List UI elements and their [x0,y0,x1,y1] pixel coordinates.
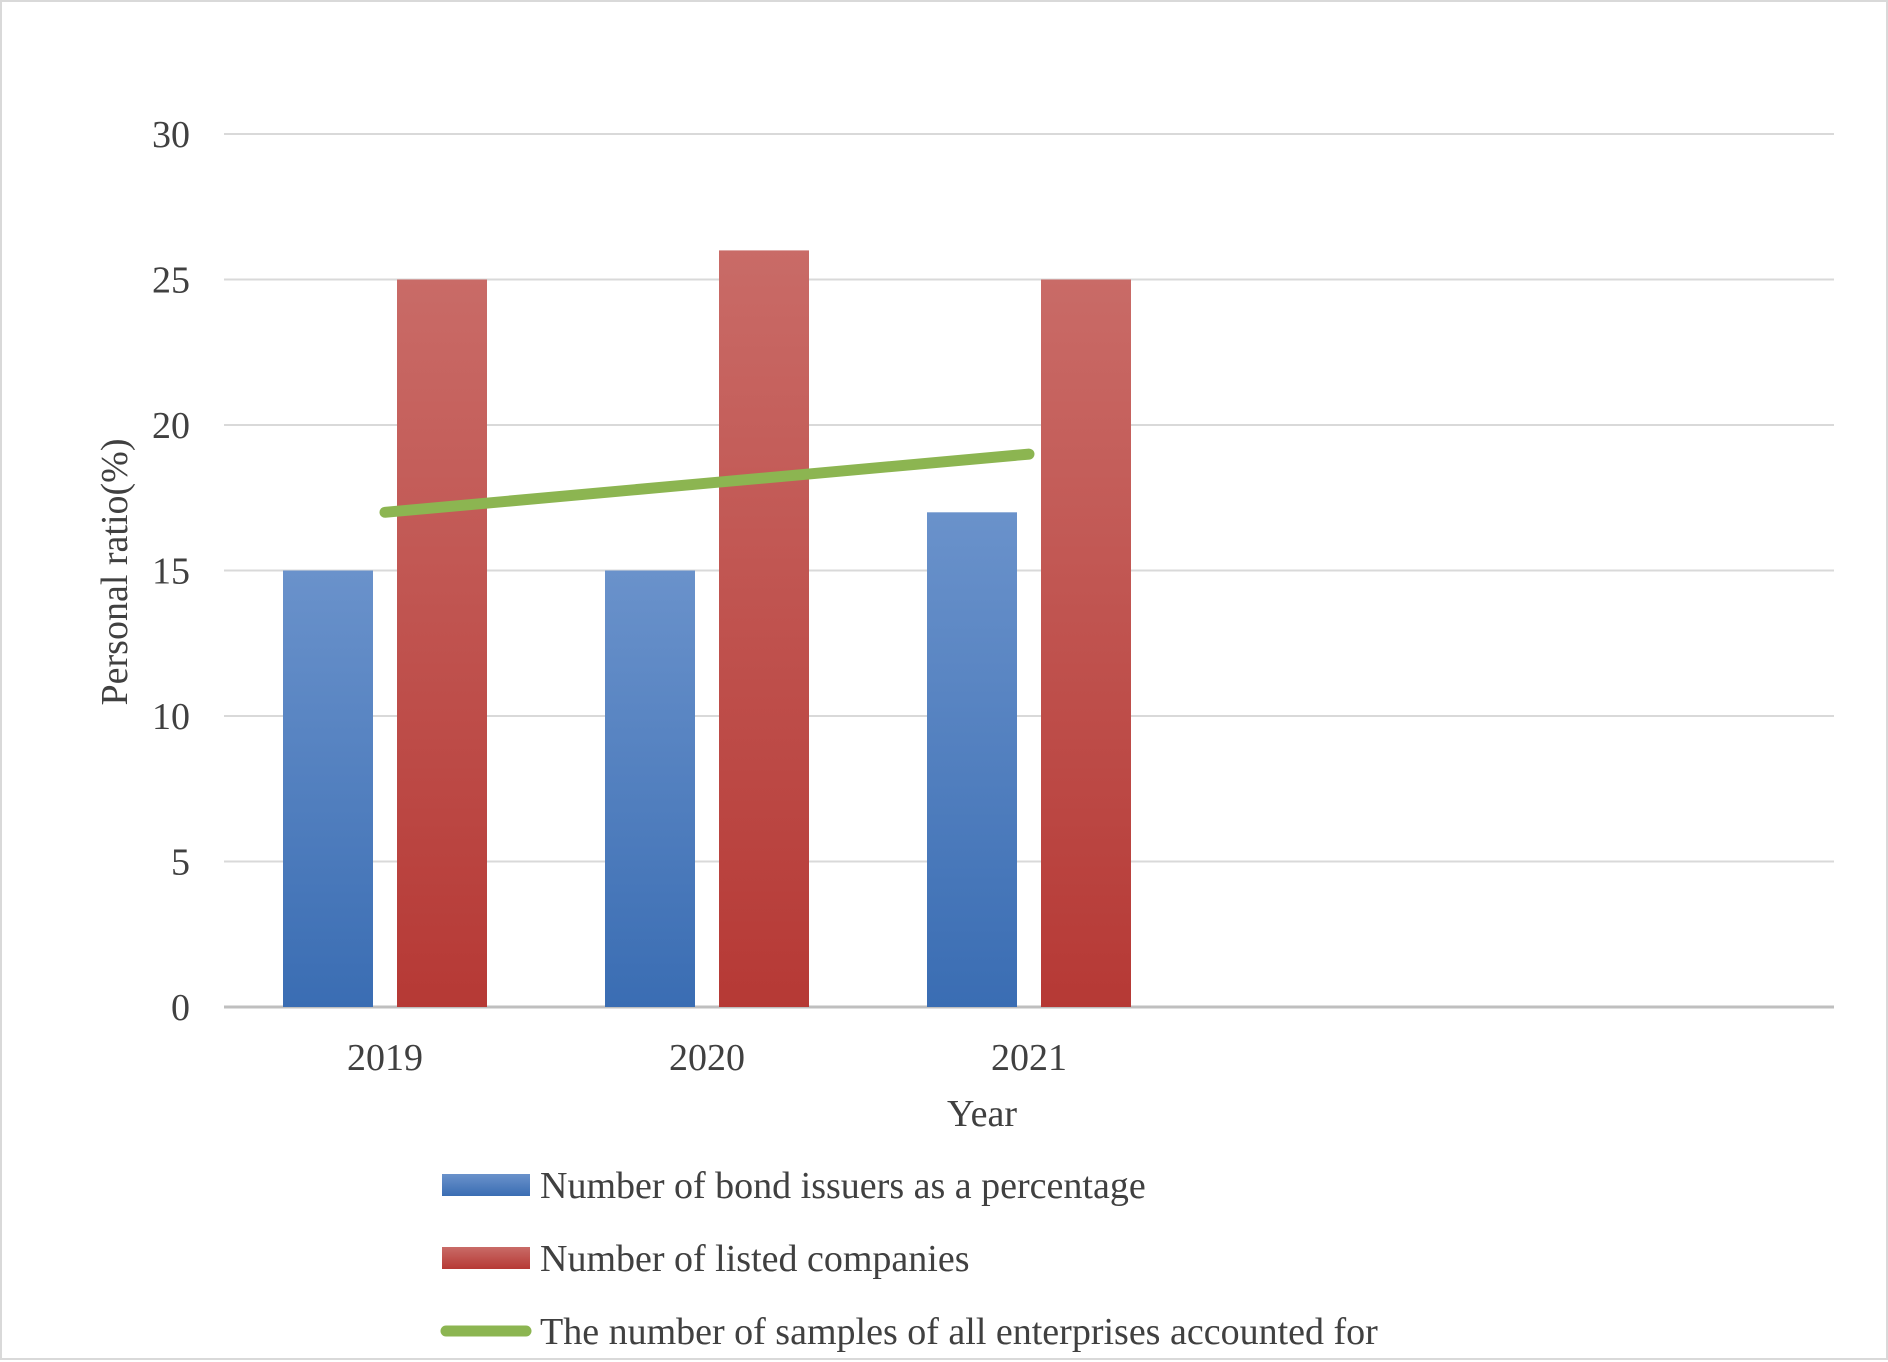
x-tick-label: 2021 [991,1037,1067,1079]
y-tick-label: 5 [171,842,190,884]
bar-bond-issuers-2019 [283,570,373,1007]
legend-item: The number of samples of all enterprises… [440,1311,1378,1353]
bar-listed-companies-2019 [397,279,487,1007]
x-axis-ticks: 2019 2020 2021 [347,1037,1067,1079]
y-tick-label: 10 [152,696,190,738]
legend-label: Number of bond issuers as a percentage [540,1165,1146,1207]
x-tick-label: 2020 [669,1037,745,1079]
bar-bond-issuers-2021 [927,512,1017,1007]
y-tick-label: 0 [171,987,190,1029]
legend-swatch [442,1247,530,1269]
legend: Number of bond issuers as a percentage Nu… [440,1165,1378,1353]
bars [283,250,1131,1007]
line-samples-ratio [379,448,1035,518]
bar-bond-issuers-2020 [605,570,695,1007]
bar-listed-companies-2020 [719,250,809,1007]
y-tick-label: 20 [152,405,190,447]
y-tick-label: 25 [152,260,190,302]
legend-item: Number of listed companies [442,1238,970,1280]
y-axis-ticks: 0 5 10 15 20 25 30 [152,114,190,1029]
gridlines [224,133,1834,1009]
bar-listed-companies-2021 [1041,279,1131,1007]
legend-label: Number of listed companies [540,1238,970,1280]
y-axis-title: Personal ratio(%) [94,439,136,706]
legend-item: Number of bond issuers as a percentage [442,1165,1146,1207]
legend-label: The number of samples of all enterprises… [540,1311,1378,1353]
y-tick-label: 30 [152,114,190,156]
x-tick-label: 2019 [347,1037,423,1079]
legend-swatch [442,1174,530,1196]
line-series [379,448,1035,518]
x-axis-title: Year [947,1093,1017,1135]
y-tick-label: 15 [152,551,190,593]
